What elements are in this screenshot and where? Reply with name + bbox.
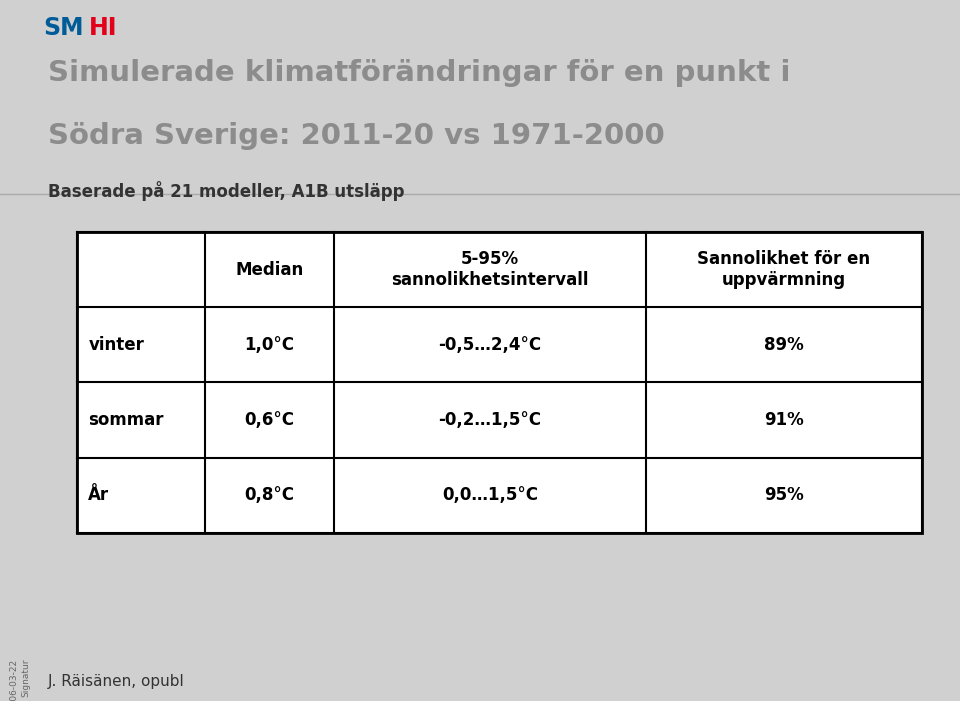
Text: 95%: 95% [764, 486, 804, 504]
Text: HI: HI [89, 15, 118, 40]
Text: År: År [88, 486, 109, 504]
Text: Signatur: Signatur [21, 659, 30, 697]
Text: sommar: sommar [88, 411, 164, 429]
Text: 0,8°C: 0,8°C [245, 486, 295, 504]
Text: 0,6°C: 0,6°C [245, 411, 295, 429]
Bar [77, 232, 922, 533]
Text: SM: SM [43, 15, 84, 40]
Text: Median: Median [235, 261, 303, 279]
Text: J. Räisänen, opubl: J. Räisänen, opubl [48, 674, 184, 689]
Text: 91%: 91% [764, 411, 804, 429]
Text: -0,2…1,5°C: -0,2…1,5°C [439, 411, 541, 429]
Text: vinter: vinter [88, 336, 144, 354]
Text: Simulerade klimatförändringar för en punkt i: Simulerade klimatförändringar för en pun… [48, 59, 790, 87]
Text: 1,0°C: 1,0°C [245, 336, 295, 354]
Text: 89%: 89% [764, 336, 804, 354]
Text: -0,5…2,4°C: -0,5…2,4°C [439, 336, 541, 354]
Text: Baserade på 21 modeller, A1B utsläpp: Baserade på 21 modeller, A1B utsläpp [48, 181, 404, 200]
Text: 2006-03-22: 2006-03-22 [10, 659, 18, 701]
Text: Södra Sverige: 2011-20 vs 1971-2000: Södra Sverige: 2011-20 vs 1971-2000 [48, 122, 664, 150]
Text: 0,0…1,5°C: 0,0…1,5°C [442, 486, 538, 504]
Text: Sannolikhet för en
uppvärmning: Sannolikhet för en uppvärmning [697, 250, 871, 289]
Text: 5-95%
sannolikhetsintervall: 5-95% sannolikhetsintervall [392, 250, 588, 289]
